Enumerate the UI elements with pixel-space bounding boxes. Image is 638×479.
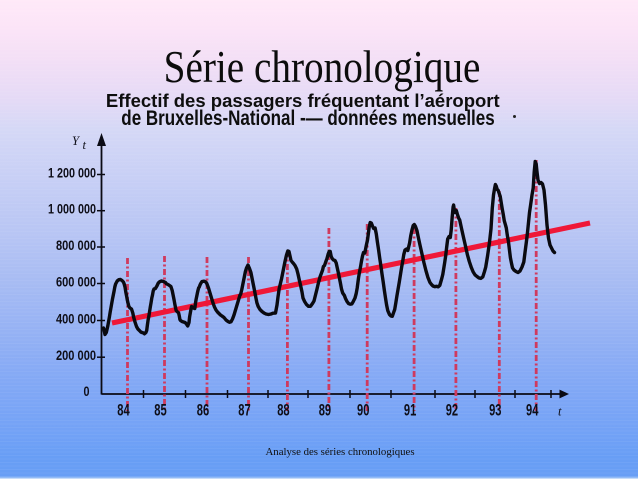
svg-text:89: 89 <box>319 402 331 420</box>
svg-text:84: 84 <box>117 402 130 420</box>
svg-text:91: 91 <box>404 402 416 420</box>
svg-text:1 000 000: 1 000 000 <box>48 201 96 217</box>
svg-text:86: 86 <box>197 402 209 420</box>
svg-text:600 000: 600 000 <box>56 274 96 290</box>
svg-text:0: 0 <box>84 383 90 399</box>
svg-text:88: 88 <box>277 402 289 420</box>
svg-text:t: t <box>83 138 87 152</box>
svg-text:1 200 000: 1 200 000 <box>48 165 96 181</box>
svg-text:200 000: 200 000 <box>56 347 96 363</box>
svg-text:92: 92 <box>446 402 458 420</box>
svg-text:93: 93 <box>489 402 501 420</box>
svg-text:90: 90 <box>357 402 369 420</box>
svg-text:Y: Y <box>72 134 81 148</box>
svg-text:94: 94 <box>526 402 539 420</box>
svg-text:87: 87 <box>238 402 250 420</box>
svg-text:85: 85 <box>154 402 166 420</box>
svg-text:t: t <box>558 405 562 419</box>
svg-text:400 000: 400 000 <box>56 311 96 327</box>
svg-text:800 000: 800 000 <box>56 237 96 253</box>
